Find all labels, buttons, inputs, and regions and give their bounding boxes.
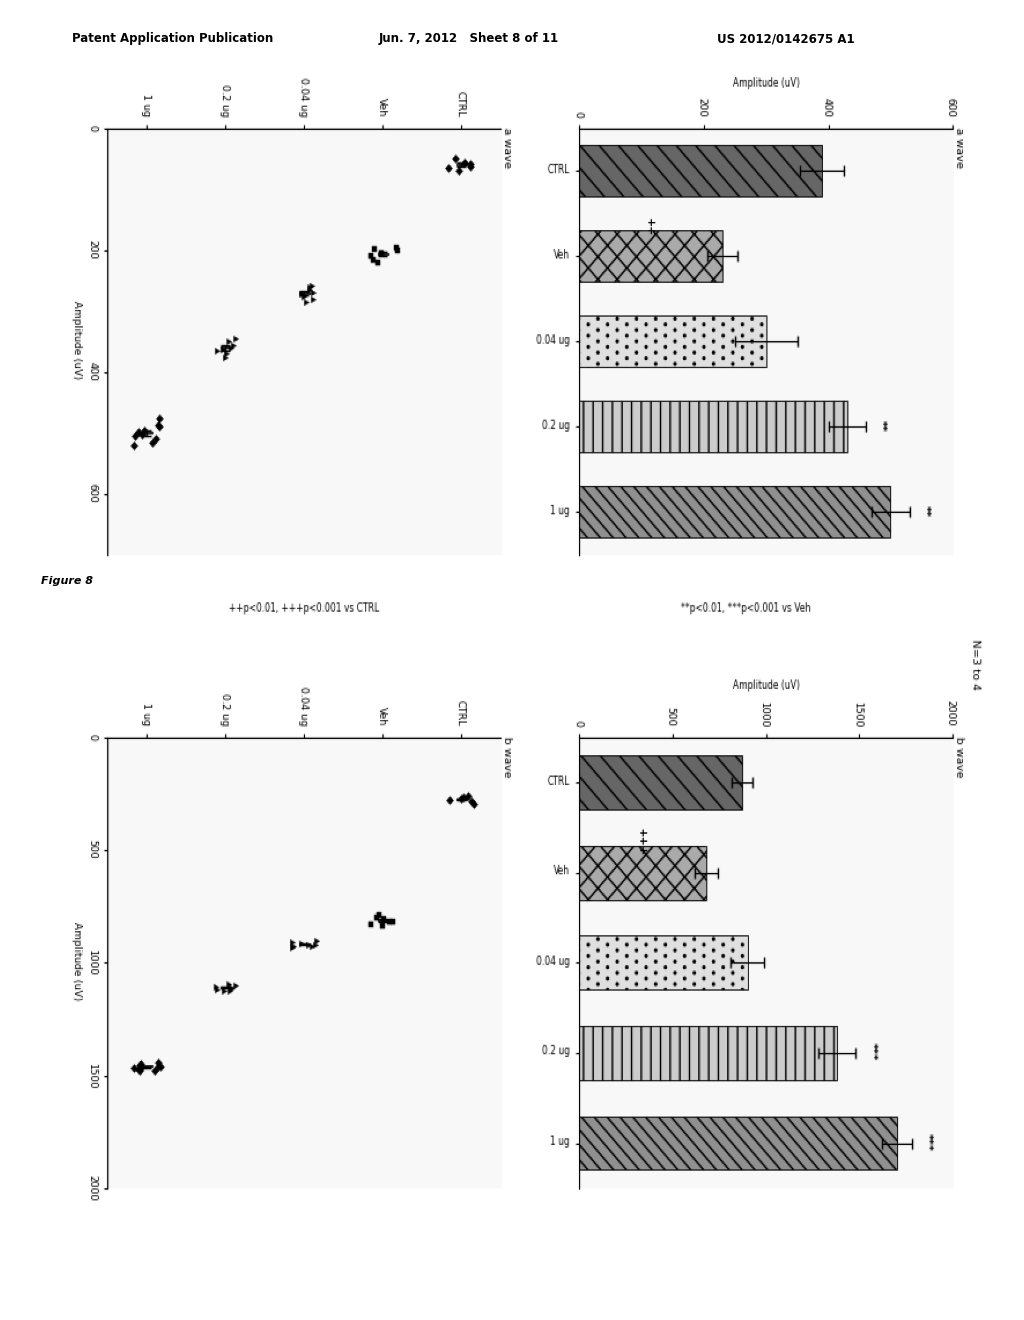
Text: Figure 8: Figure 8 <box>41 576 93 586</box>
Text: Patent Application Publication: Patent Application Publication <box>72 32 273 45</box>
Text: Jun. 7, 2012   Sheet 8 of 11: Jun. 7, 2012 Sheet 8 of 11 <box>379 32 559 45</box>
Text: US 2012/0142675 A1: US 2012/0142675 A1 <box>717 32 854 45</box>
